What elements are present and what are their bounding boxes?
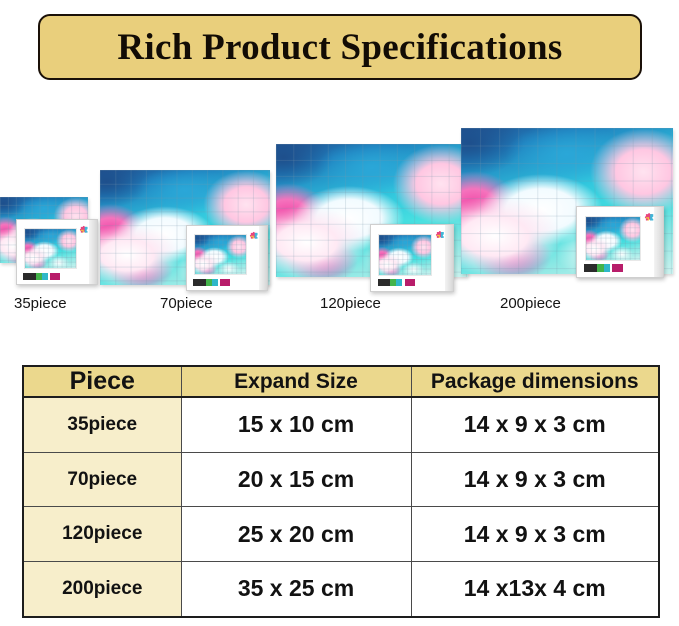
barcode-green: [205, 278, 212, 286]
barcode-arrow: [193, 278, 206, 286]
header-package-dimensions: Package dimensions: [410, 365, 660, 398]
package-box-35piece: [16, 219, 98, 285]
color-barcode-strip: [583, 264, 624, 273]
box-spine: [654, 207, 663, 277]
cell-package-dimensions: 14 x 9 x 3 cm: [410, 451, 660, 508]
barcode-cyan: [211, 278, 218, 286]
barcode-white: [217, 278, 220, 286]
barcode-green: [35, 272, 42, 280]
barcode-magenta: [404, 279, 416, 287]
puzzle-artwork: [25, 229, 76, 269]
cell-expand-size: 15 x 10 cm: [180, 396, 412, 453]
puzzle-piece-icon: [644, 213, 654, 221]
page-title: Rich Product Specifications: [117, 26, 563, 68]
barcode-magenta: [49, 272, 61, 280]
barcode-cyan: [41, 272, 48, 280]
cell-expand-size: 25 x 20 cm: [180, 506, 412, 562]
table-row: 200piece 35 x 25 cm 14 x13x 4 cm: [22, 560, 660, 618]
cell-expand-size: 35 x 25 cm: [180, 560, 412, 618]
cell-package-dimensions: 14 x13x 4 cm: [410, 560, 660, 618]
piece-label-120piece: 120piece: [320, 295, 381, 312]
product-group-70piece: 70piece: [100, 118, 280, 323]
cell-piece: 35piece: [22, 396, 182, 453]
barcode-green: [597, 264, 604, 273]
header-piece: Piece: [22, 365, 182, 398]
package-box-120piece: [370, 224, 454, 292]
puzzle-artwork: [585, 217, 641, 260]
barcode-cyan: [603, 264, 610, 273]
color-barcode-strip: [23, 272, 61, 280]
box-spine: [444, 225, 453, 291]
table-row: 35piece 15 x 10 cm 14 x 9 x 3 cm: [22, 396, 660, 453]
box-artwork: [194, 234, 247, 276]
color-barcode-strip: [377, 279, 416, 287]
header-expand-size: Expand Size: [180, 365, 412, 398]
cell-piece: 70piece: [22, 451, 182, 508]
package-box-70piece: [186, 225, 268, 291]
barcode-white: [609, 264, 613, 273]
cell-package-dimensions: 14 x 9 x 3 cm: [410, 506, 660, 562]
barcode-green: [390, 279, 397, 287]
product-group-120piece: 120piece: [276, 118, 476, 323]
product-group-35piece: 35piece: [0, 118, 150, 323]
puzzle-piece-icon: [435, 230, 444, 238]
box-spine: [259, 226, 267, 290]
table-row: 120piece 25 x 20 cm 14 x 9 x 3 cm: [22, 506, 660, 562]
puzzle-artwork: [100, 170, 270, 285]
color-barcode-strip: [193, 278, 231, 286]
box-artwork: [584, 216, 642, 261]
product-showcase: 35piece: [0, 118, 679, 323]
piece-label-35piece: 35piece: [14, 295, 67, 312]
box-artwork: [378, 233, 433, 276]
puzzle-piece-icon: [250, 231, 258, 239]
puzzle-artwork: [379, 234, 432, 275]
cell-piece: 120piece: [22, 506, 182, 562]
box-artwork: [24, 228, 77, 270]
title-banner: Rich Product Specifications: [38, 14, 642, 80]
product-group-200piece: 200piece: [461, 118, 679, 323]
barcode-magenta: [219, 278, 231, 286]
barcode-magenta: [612, 264, 624, 273]
cell-expand-size: 20 x 15 cm: [180, 451, 412, 508]
specifications-table: Piece Expand Size Package dimensions 35p…: [22, 365, 660, 618]
puzzle-poster-70piece: [100, 170, 270, 285]
table-header-row: Piece Expand Size Package dimensions: [22, 365, 660, 398]
piece-label-70piece: 70piece: [160, 295, 213, 312]
piece-label-200piece: 200piece: [500, 295, 561, 312]
box-spine: [89, 220, 97, 284]
cell-piece: 200piece: [22, 560, 182, 618]
barcode-white: [47, 272, 50, 280]
puzzle-artwork: [195, 235, 246, 275]
cell-package-dimensions: 14 x 9 x 3 cm: [410, 396, 660, 453]
barcode-arrow: [23, 272, 36, 280]
barcode-cyan: [396, 279, 403, 287]
barcode-arrow: [583, 264, 598, 273]
barcode-white: [402, 279, 405, 287]
puzzle-piece-icon: [80, 225, 88, 233]
barcode-arrow: [377, 279, 391, 287]
package-box-200piece: [576, 206, 664, 278]
table-row: 70piece 20 x 15 cm 14 x 9 x 3 cm: [22, 451, 660, 508]
